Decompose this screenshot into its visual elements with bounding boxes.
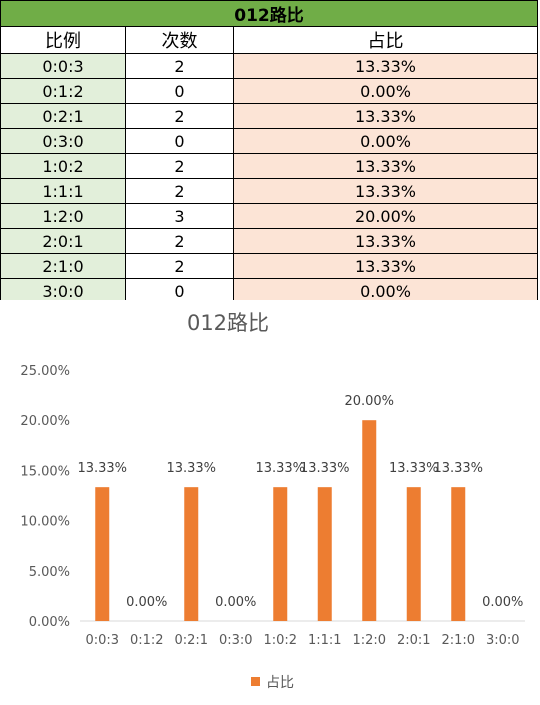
x-tick-label: 1:2:0 [352, 633, 386, 648]
spreadsheet-table-area: 012路比 比例 次数 占比 0:0:3 2 13.33% 0:1:2 0 0.00% 0:… [0, 0, 540, 304]
cell-count: 2 [125, 53, 234, 79]
y-axis: 0.00% 5.00% 10.00% 15.00% 20.00% 25.00% [20, 364, 70, 630]
x-tick-label: 3:0:0 [486, 633, 520, 648]
cell-ratio: 0:3:0 [0, 128, 126, 154]
table-row: 1:2:0 3 20.00% [0, 203, 538, 229]
cell-percent: 0.00% [233, 78, 538, 104]
data-label: 13.33% [389, 461, 439, 476]
cell-count: 2 [125, 153, 234, 179]
table-row: 0:1:2 0 0.00% [0, 78, 538, 104]
table-row: 1:1:1 2 13.33% [0, 178, 538, 204]
x-tick-label: 0:3:0 [219, 633, 253, 648]
cell-percent: 20.00% [233, 203, 538, 229]
x-axis: 0:0:3 0:1:2 0:2:1 0:3:0 1:0:2 1:1:1 1:2:0 2:0:1… [80, 620, 525, 648]
cell-count: 0 [125, 128, 234, 154]
cell-ratio: 1:0:2 [0, 153, 126, 179]
y-tick-label: 20.00% [20, 414, 70, 429]
bar [406, 487, 421, 621]
data-label: 13.33% [433, 461, 483, 476]
header-ratio: 比例 [0, 26, 126, 54]
x-tick-label: 0:0:3 [85, 633, 119, 648]
bar [317, 487, 332, 621]
y-tick-label: 0.00% [29, 615, 70, 630]
y-tick-label: 25.00% [20, 364, 70, 379]
table-body: 0:0:3 2 13.33% 0:1:2 0 0.00% 0:2:1 2 13.33% 0:3:0… [0, 53, 538, 304]
x-tick-label: 1:0:2 [263, 633, 297, 648]
data-label: 0.00% [215, 595, 256, 610]
data-label: 0.00% [126, 595, 167, 610]
header-percent: 占比 [233, 26, 538, 54]
table-title: 012路比 [0, 0, 538, 27]
table-row: 3:0:0 0 0.00% [0, 278, 538, 304]
bar [362, 420, 377, 621]
cell-count: 3 [125, 203, 234, 229]
x-tick-label: 2:0:1 [397, 633, 431, 648]
data-labels-group: 13.33%0.00%13.33%0.00%13.33%13.33%20.00%… [77, 394, 523, 610]
cell-count: 2 [125, 103, 234, 129]
cell-ratio: 0:1:2 [0, 78, 126, 104]
x-tick-label: 1:1:1 [308, 633, 342, 648]
legend-label: 占比 [266, 675, 294, 691]
cell-ratio: 1:2:0 [0, 203, 126, 229]
cell-percent: 13.33% [233, 253, 538, 279]
table-row: 2:1:0 2 13.33% [0, 253, 538, 279]
table-row: 0:3:0 0 0.00% [0, 128, 538, 154]
x-tick-label: 0:2:1 [174, 633, 208, 648]
header-count: 次数 [125, 26, 234, 54]
ratio-table: 012路比 比例 次数 占比 0:0:3 2 13.33% 0:1:2 0 0.00% 0:… [0, 0, 538, 304]
cell-ratio: 2:1:0 [0, 253, 126, 279]
cell-percent: 13.33% [233, 53, 538, 79]
cell-ratio: 0:0:3 [0, 53, 126, 79]
table-row: 0:2:1 2 13.33% [0, 103, 538, 129]
bar-chart-svg: 012路比 0.00% 5.00% 10.00% 15.00% 20.00% 25.00%… [20, 311, 525, 691]
bar-chart: 012路比 0.00% 5.00% 10.00% 15.00% 20.00% 25.00%… [0, 300, 540, 705]
legend: 占比 [251, 675, 294, 691]
cell-count: 2 [125, 228, 234, 254]
cell-ratio: 2:0:1 [0, 228, 126, 254]
chart-title: 012路比 [187, 311, 269, 335]
y-tick-label: 10.00% [20, 515, 70, 530]
table-row: 2:0:1 2 13.33% [0, 228, 538, 254]
cell-percent: 13.33% [233, 178, 538, 204]
data-label: 0.00% [482, 595, 523, 610]
data-label: 20.00% [344, 394, 394, 409]
data-label: 13.33% [300, 461, 350, 476]
table-row: 0:0:3 2 13.33% [0, 53, 538, 79]
bars-group [95, 420, 466, 621]
bar [273, 487, 288, 621]
cell-percent: 13.33% [233, 103, 538, 129]
x-tick-label: 0:1:2 [130, 633, 164, 648]
cell-ratio: 3:0:0 [0, 278, 126, 304]
table-row: 1:0:2 2 13.33% [0, 153, 538, 179]
cell-ratio: 1:1:1 [0, 178, 126, 204]
bar [95, 487, 110, 621]
bar [451, 487, 466, 621]
data-label: 13.33% [166, 461, 216, 476]
cell-percent: 0.00% [233, 278, 538, 304]
cell-count: 2 [125, 178, 234, 204]
data-label: 13.33% [255, 461, 305, 476]
cell-percent: 0.00% [233, 128, 538, 154]
bar [184, 487, 199, 621]
cell-percent: 13.33% [233, 228, 538, 254]
data-label: 13.33% [77, 461, 127, 476]
y-tick-label: 15.00% [20, 464, 70, 479]
cell-count: 2 [125, 253, 234, 279]
cell-ratio: 0:2:1 [0, 103, 126, 129]
cell-count: 0 [125, 78, 234, 104]
x-tick-label: 2:1:0 [441, 633, 475, 648]
legend-swatch [251, 677, 260, 686]
y-tick-label: 5.00% [29, 565, 70, 580]
cell-percent: 13.33% [233, 153, 538, 179]
